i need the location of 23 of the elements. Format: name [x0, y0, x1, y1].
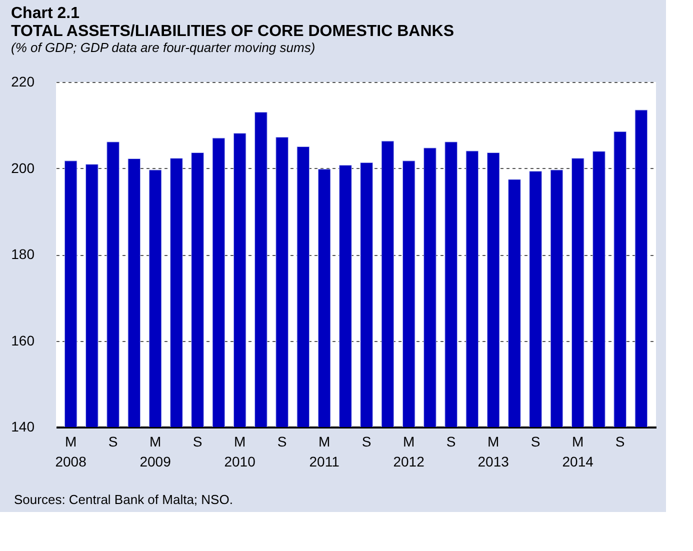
x-tick-label: S — [277, 434, 287, 450]
x-tick-label: M 2009 — [140, 434, 172, 470]
x-tick-label: M 2008 — [55, 434, 87, 470]
x-tick-label: S — [530, 434, 540, 450]
y-axis-title: (% of GDP; GDP data are four-quarter moving sums) — [11, 40, 316, 55]
x-tick-label: S — [446, 434, 456, 450]
y-tick-label: 180 — [11, 246, 35, 262]
x-tick-label: S — [192, 434, 202, 450]
x-tick-label: S — [615, 434, 625, 450]
x-tick-label: M 2012 — [393, 434, 425, 470]
x-tick-label: S — [108, 434, 118, 450]
y-tick-label: 220 — [11, 74, 35, 90]
y-tick-label: 140 — [11, 418, 35, 434]
y-tick-label: 160 — [11, 332, 35, 348]
x-tick-label: M 2013 — [478, 434, 510, 470]
x-tick-label: M 2010 — [224, 434, 256, 470]
x-tick-label: M 2011 — [309, 434, 340, 470]
chart-subtitle: TOTAL ASSETS/LIABILITIES OF CORE DOMESTIC BANKS — [11, 23, 454, 40]
chart-title: Chart 2.1 — [11, 5, 80, 22]
x-tick-label: M 2014 — [562, 434, 594, 470]
y-tick-label: 200 — [11, 160, 35, 176]
x-tick-label: S — [362, 434, 372, 450]
source-note: Sources: Central Bank of Malta; NSO. — [14, 492, 233, 507]
